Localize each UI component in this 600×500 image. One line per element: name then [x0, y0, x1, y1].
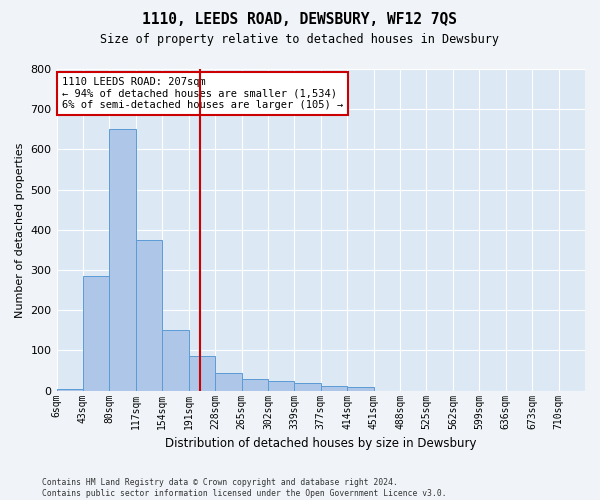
Bar	[83, 276, 109, 390]
Text: Size of property relative to detached houses in Dewsbury: Size of property relative to detached ho…	[101, 32, 499, 46]
Text: Contains HM Land Registry data © Crown copyright and database right 2024.
Contai: Contains HM Land Registry data © Crown c…	[42, 478, 446, 498]
Bar	[136, 240, 162, 390]
Bar	[242, 378, 268, 390]
Bar	[268, 380, 295, 390]
Bar	[162, 330, 188, 390]
X-axis label: Distribution of detached houses by size in Dewsbury: Distribution of detached houses by size …	[165, 437, 476, 450]
Y-axis label: Number of detached properties: Number of detached properties	[15, 142, 25, 318]
Bar	[56, 388, 83, 390]
Bar	[347, 388, 374, 390]
Text: 1110, LEEDS ROAD, DEWSBURY, WF12 7QS: 1110, LEEDS ROAD, DEWSBURY, WF12 7QS	[143, 12, 458, 28]
Bar	[188, 356, 215, 390]
Bar	[295, 382, 321, 390]
Bar	[321, 386, 347, 390]
Bar	[109, 130, 136, 390]
Text: 1110 LEEDS ROAD: 207sqm
← 94% of detached houses are smaller (1,534)
6% of semi-: 1110 LEEDS ROAD: 207sqm ← 94% of detache…	[62, 77, 343, 110]
Bar	[215, 372, 242, 390]
